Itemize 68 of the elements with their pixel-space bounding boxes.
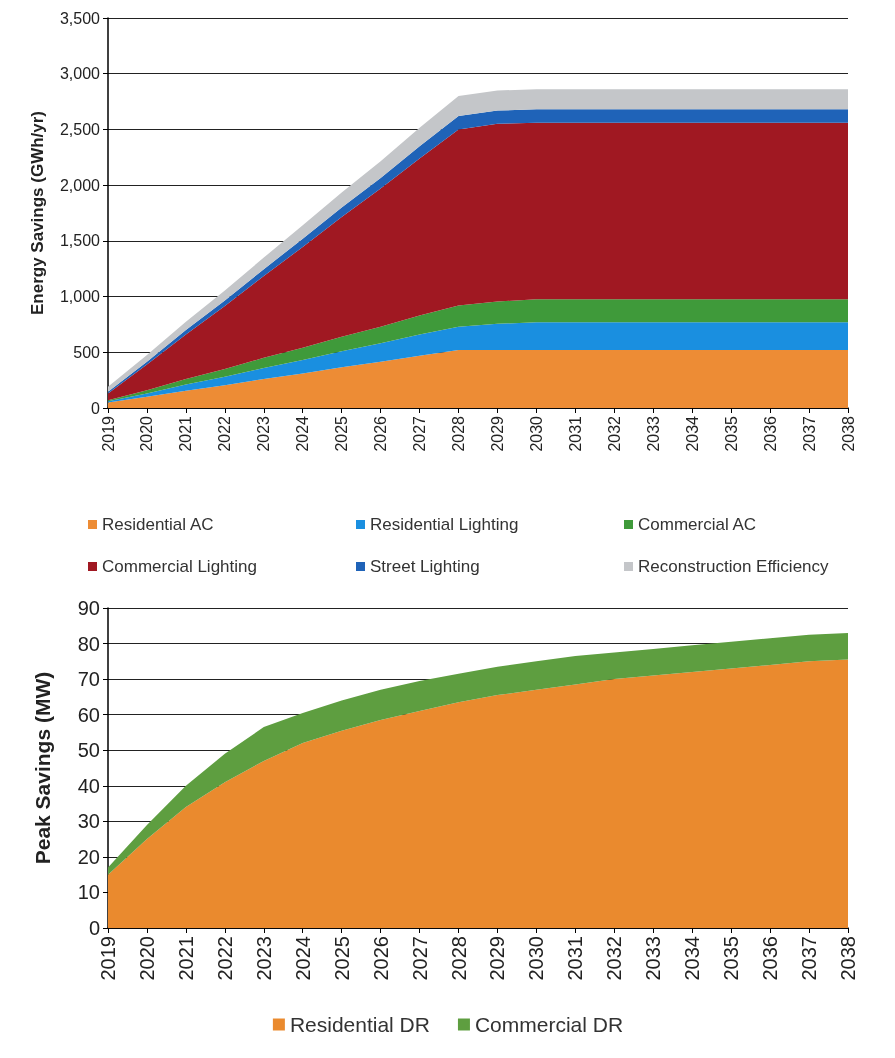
- x-tick-label: 2035: [720, 936, 743, 981]
- legend-label: Commercial Lighting: [102, 557, 257, 576]
- x-tick-label: 2030: [525, 936, 548, 981]
- x-tick-label: 2019: [99, 415, 117, 452]
- y-tick-label: 10: [77, 881, 100, 904]
- legend-label: Residential Lighting: [370, 515, 519, 534]
- y-tick-label: 40: [77, 774, 100, 797]
- x-tick-label: 2020: [135, 936, 158, 981]
- legend-label: Reconstruction Efficiency: [638, 557, 830, 576]
- legend-label: Street Lighting: [370, 557, 480, 576]
- x-tick-label: 2027: [408, 936, 431, 981]
- y-tick-label: 3,500: [59, 9, 101, 27]
- x-tick-label: 2025: [330, 936, 353, 981]
- x-tick-label: 2029: [486, 936, 509, 981]
- y-tick-label: 3,000: [59, 65, 101, 83]
- x-tick-label: 2035: [722, 415, 740, 452]
- x-tick-label: 2028: [450, 415, 468, 452]
- legend-label: Commercial AC: [638, 515, 757, 534]
- y-tick-label: 500: [73, 343, 101, 361]
- x-tick-label: 2022: [216, 415, 234, 452]
- y-tick-label: 2,500: [59, 120, 101, 138]
- legend-label: Commercial DR: [474, 1013, 624, 1036]
- x-tick-label: 2027: [411, 415, 429, 452]
- y-tick-label: 1,000: [59, 288, 101, 306]
- x-tick-label: 2030: [527, 415, 545, 452]
- legend-label: Residential AC: [102, 515, 214, 534]
- y-tick-label: 50: [77, 739, 100, 762]
- x-tick-label: 2037: [800, 415, 818, 452]
- y-tick-label: 0: [91, 399, 101, 417]
- x-tick-label: 2034: [683, 415, 701, 452]
- x-tick-label: 2023: [255, 415, 273, 452]
- y-axis-title: Energy Savings (GWh/yr): [28, 110, 47, 316]
- x-tick-label: 2036: [761, 415, 779, 452]
- x-tick-label: 2026: [372, 415, 390, 452]
- x-tick-label: 2024: [294, 415, 312, 452]
- legend-label: Residential DR: [289, 1013, 430, 1036]
- x-tick-label: 2034: [681, 936, 704, 981]
- y-axis-title: Peak Savings (MW): [31, 671, 54, 865]
- x-tick-label: 2031: [564, 936, 587, 981]
- y-tick-label: 0: [88, 917, 100, 939]
- x-tick-label: 2033: [644, 415, 662, 452]
- x-tick-label: 2020: [138, 415, 156, 452]
- y-tick-label: 1,500: [59, 232, 101, 250]
- x-tick-label: 2021: [177, 415, 195, 452]
- x-tick-label: 2036: [759, 936, 782, 981]
- y-tick-label: 90: [77, 597, 100, 619]
- x-tick-label: 2038: [839, 415, 857, 452]
- x-tick-label: 2024: [291, 936, 314, 981]
- y-tick-label: 70: [77, 668, 100, 691]
- x-tick-label: 2032: [603, 936, 626, 981]
- x-tick-label: 2037: [798, 936, 821, 981]
- x-tick-label: 2033: [642, 936, 665, 981]
- x-tick-label: 2025: [333, 415, 351, 452]
- x-tick-label: 2029: [488, 415, 506, 452]
- x-tick-label: 2026: [369, 936, 392, 981]
- x-tick-label: 2038: [837, 936, 859, 981]
- x-tick-label: 2019: [97, 936, 119, 981]
- x-tick-label: 2031: [566, 415, 584, 452]
- x-tick-label: 2022: [213, 936, 236, 981]
- y-tick-label: 2,000: [59, 176, 101, 194]
- x-tick-label: 2021: [174, 936, 197, 981]
- y-tick-label: 30: [77, 810, 100, 833]
- x-tick-label: 2032: [605, 415, 623, 452]
- y-tick-label: 20: [77, 845, 100, 868]
- y-tick-label: 80: [77, 632, 100, 655]
- x-tick-label: 2023: [252, 936, 275, 981]
- y-tick-label: 60: [77, 703, 100, 726]
- x-tick-label: 2028: [447, 936, 470, 981]
